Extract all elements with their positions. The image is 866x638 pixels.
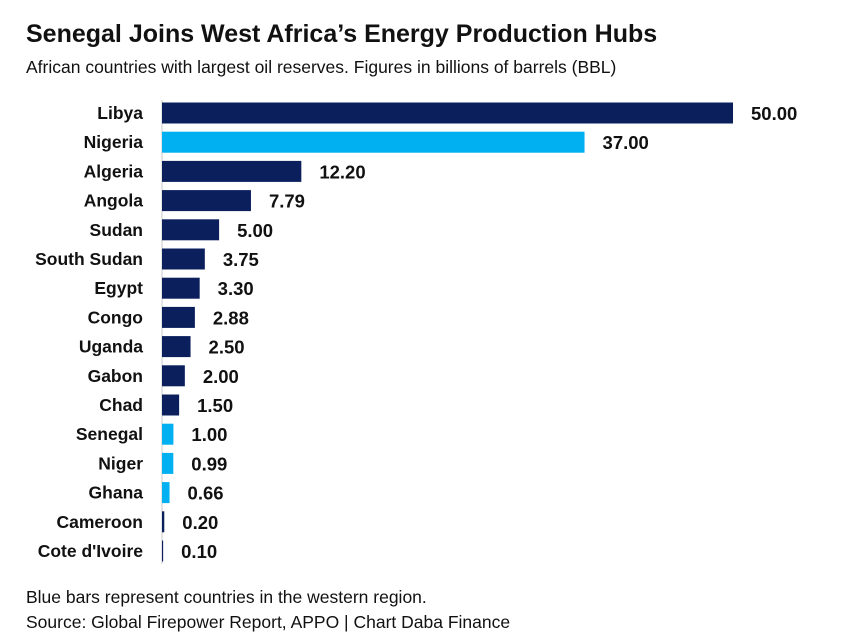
category-label: Nigeria: [84, 132, 144, 152]
chart-title: Senegal Joins West Africa’s Energy Produ…: [26, 20, 658, 48]
value-label: 3.75: [223, 249, 259, 270]
category-labels-group: Libya Nigeria Algeria Angola Sudan South Suda…: [35, 103, 143, 561]
bar-libya: [162, 102, 733, 124]
value-label: 5.00: [237, 220, 273, 241]
category-label: Gabon: [88, 366, 143, 386]
value-label: 2.50: [209, 337, 245, 358]
bar-egypt: [162, 277, 200, 299]
bar-nigeria: [162, 131, 585, 153]
category-label: Egypt: [94, 278, 143, 298]
bar-algeria: [162, 160, 302, 182]
category-label: Uganda: [79, 337, 143, 357]
category-label: Chad: [99, 395, 143, 415]
bar-uganda: [162, 336, 191, 358]
category-label: Sudan: [90, 220, 143, 240]
value-label: 0.20: [182, 512, 218, 533]
value-label: 1.00: [191, 424, 227, 445]
category-label: South Sudan: [35, 249, 143, 269]
category-label: Cameroon: [56, 512, 143, 532]
value-labels-group: 50.00 37.00 12.20 7.79 5.00 3.75 3.30 2.88 2.50 2…: [181, 103, 797, 562]
bar-sudan: [162, 219, 220, 241]
bar-chad: [162, 394, 180, 416]
source-note: Source: Global Firepower Report, APPO | …: [26, 612, 511, 632]
category-label: Libya: [97, 103, 143, 123]
value-label: 50.00: [751, 103, 797, 124]
value-label: 7.79: [269, 191, 305, 212]
bar-senegal: [162, 423, 174, 445]
category-label: Cote d'Ivoire: [38, 541, 144, 561]
value-label: 37.00: [603, 132, 649, 153]
bar-cote-d-ivoire: [162, 540, 164, 562]
category-label: Niger: [98, 453, 143, 473]
footnote: Blue bars represent countries in the wes…: [26, 587, 427, 607]
chart-subtitle: African countries with largest oil reser…: [26, 57, 617, 77]
value-label: 0.99: [191, 453, 227, 474]
bar-ghana: [162, 482, 170, 504]
value-label: 0.10: [181, 541, 217, 562]
bar-congo: [162, 306, 195, 328]
bar-south-sudan: [162, 248, 205, 270]
value-label: 2.88: [213, 307, 249, 328]
value-label: 12.20: [319, 161, 365, 182]
value-label: 2.00: [203, 366, 239, 387]
category-label: Ghana: [89, 483, 144, 503]
bars-group: [162, 102, 733, 562]
bar-niger: [162, 452, 174, 474]
value-label: 3.30: [218, 278, 254, 299]
category-label: Congo: [88, 307, 143, 327]
bar-cameroon: [162, 511, 165, 533]
category-label: Algeria: [84, 161, 144, 181]
category-label: Angola: [84, 191, 144, 211]
value-label: 1.50: [197, 395, 233, 416]
bar-gabon: [162, 365, 185, 387]
bar-angola: [162, 190, 251, 212]
value-label: 0.66: [188, 483, 224, 504]
category-label: Senegal: [76, 424, 143, 444]
